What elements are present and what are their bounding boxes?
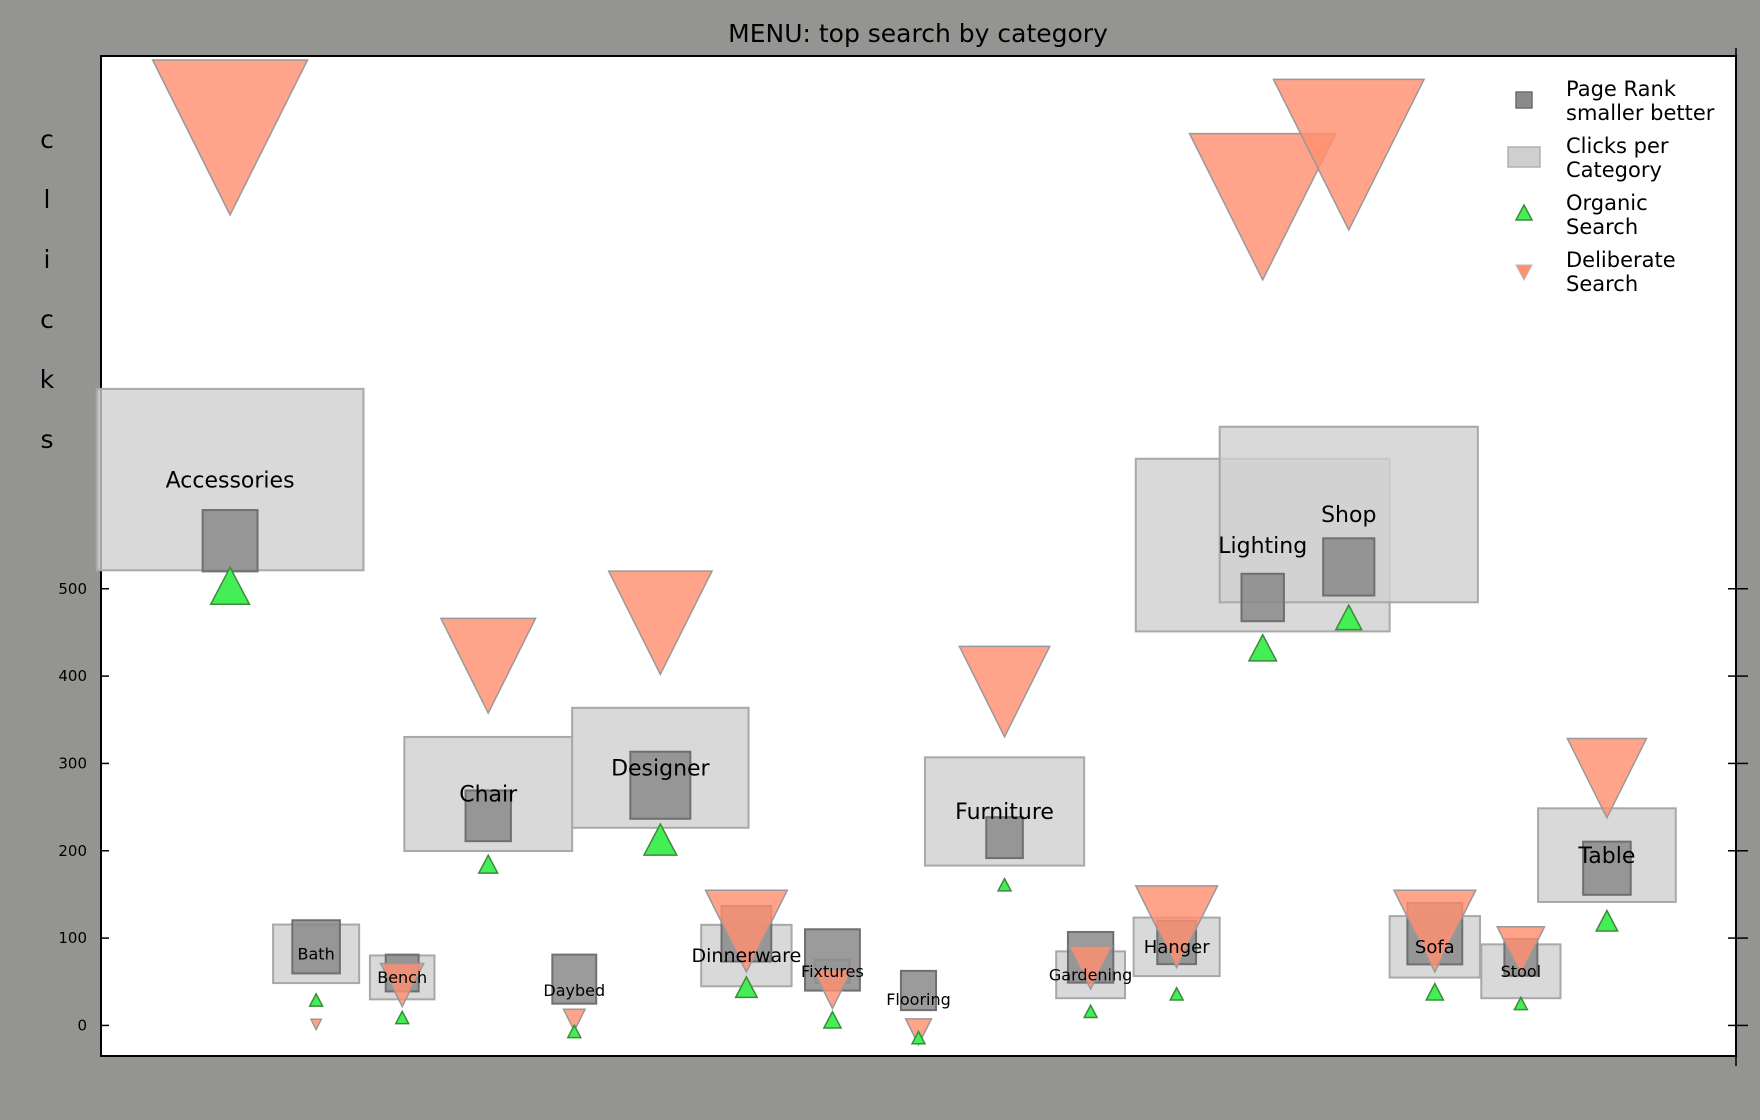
organic-lighting [1247,633,1278,662]
y-tick-label-0: 0 [77,1016,87,1034]
organic-designer [642,822,678,856]
y-tick-label-500: 500 [58,580,87,598]
category-label-sofa: Sofa [1415,937,1455,958]
category-label-table: Table [1577,844,1635,869]
organic-stool [1513,995,1529,1011]
organic-sofa [1424,982,1445,1001]
page-rank-accessories [201,509,259,573]
y-tick-label-200: 200 [58,842,87,860]
y-axis-letter: s [40,425,53,454]
deliberate-stool [1495,925,1546,976]
deliberate-dinnerware [704,889,789,974]
deliberate-sofa [1392,889,1477,974]
legend-label: Clicks per [1566,134,1669,158]
y-axis-letter: c [40,305,54,334]
page-rank-daybed [551,953,598,1005]
y-tick-label-400: 400 [58,667,87,685]
deliberate-chair [439,617,537,715]
page-rank-designer [629,750,692,820]
category-label-furniture: Furniture [955,800,1054,825]
chart-title: MENU: top search by category [728,19,1108,48]
category-label-gardening: Gardening [1049,965,1132,984]
legend-label: Deliberate [1566,248,1676,272]
organic-fixtures [822,1009,843,1029]
y-axis-letter: k [40,365,55,394]
legend-marker-organic [1514,203,1534,221]
y-tick-label-300: 300 [58,754,87,772]
category-label-flooring: Flooring [886,990,951,1009]
page-rank-shop [1322,537,1376,597]
page-rank-chair [464,789,512,843]
organic-gardening [1082,1003,1099,1019]
deliberate-table [1566,737,1648,820]
legend-label: Search [1566,215,1638,239]
organic-daybed [566,1023,582,1039]
y-axis-label: c l i c k s [40,125,55,454]
page-rank-furniture [985,816,1024,860]
organic-bath [308,992,324,1007]
deliberate-daybed [562,1008,587,1033]
legend-marker-page-rank [1515,91,1533,109]
deliberate-hanger [1134,885,1219,970]
deliberate-bath [309,1018,323,1032]
category-label-accessories: Accessories [166,468,295,493]
organic-bench [394,1009,410,1025]
page-rank-flooring [899,969,938,1012]
organic-dinnerware [734,975,759,999]
legend-label: Organic [1566,191,1648,215]
organic-table [1594,908,1619,932]
category-label-bench: Bench [377,968,427,987]
page-rank-bath [291,919,341,975]
deliberate-gardening [1067,945,1114,991]
deliberate-fixtures [811,968,854,1011]
category-label-lighting: Lighting [1218,534,1307,559]
deliberate-lighting [1188,132,1338,282]
organic-search-series [209,565,1619,1045]
category-label-hanger: Hanger [1144,937,1210,958]
page-rank-table [1582,840,1632,896]
y-axis: 0 100 200 300 400 500 [58,48,1748,1066]
category-label-stool: Stool [1501,962,1541,981]
category-labels: Accessories Bath Bench Chair Daybed Designer D… [166,468,1636,1009]
category-label-designer: Designer [611,756,710,781]
page-rank-lighting [1240,572,1285,623]
organic-accessories [209,565,251,605]
legend-marker-clicks [1507,146,1541,168]
category-label-chair: Chair [459,783,518,808]
y-axis-letter: c [40,125,54,154]
y-axis-letter: l [44,185,51,214]
deliberate-search-series [151,59,1648,1047]
category-label-shop: Shop [1321,503,1376,528]
organic-furniture [996,876,1013,892]
organic-flooring [910,1029,927,1045]
deliberate-shop [1272,78,1426,232]
organic-chair [477,853,499,874]
organic-hanger [1168,986,1185,1001]
deliberate-furniture [958,645,1051,739]
legend-marker-deliberate [1515,264,1533,282]
category-label-dinnerware: Dinnerware [692,945,802,967]
category-label-fixtures: Fixtures [801,962,864,981]
organic-shop [1334,603,1363,631]
y-tick-label-100: 100 [58,929,87,947]
deliberate-designer [607,570,714,677]
category-label-bath: Bath [298,944,335,963]
category-label-daybed: Daybed [543,981,605,1000]
deliberate-bench [379,962,425,1009]
deliberate-accessories [151,59,309,217]
legend-label: smaller better [1566,101,1715,125]
y-axis-letter: i [44,245,51,274]
legend-label: Page Rank [1566,77,1677,101]
legend-label: Category [1566,158,1662,182]
legend-label: Search [1566,272,1638,296]
